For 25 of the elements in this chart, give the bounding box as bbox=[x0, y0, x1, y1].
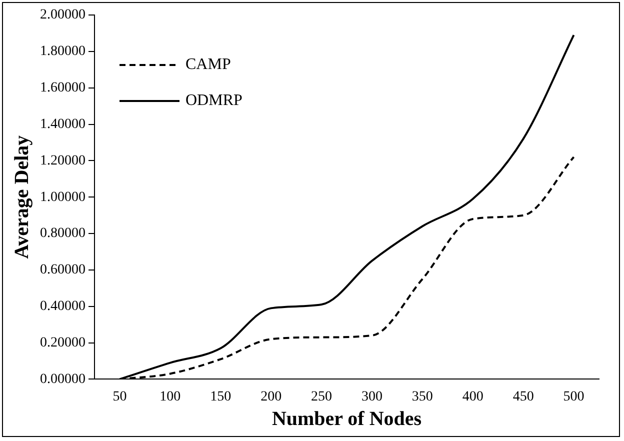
y-tick-label: 1.80000 bbox=[40, 44, 86, 60]
x-tick-label: 300 bbox=[361, 389, 382, 404]
y-tick-label: 0.60000 bbox=[40, 262, 86, 278]
x-tick-label: 450 bbox=[512, 389, 534, 404]
y-tick-label: 1.20000 bbox=[40, 153, 86, 168]
y-tick-label: 0.00000 bbox=[40, 372, 86, 387]
x-tick-label: 350 bbox=[412, 389, 433, 404]
x-tick-label: 250 bbox=[311, 389, 332, 404]
y-tick-label: 2.00000 bbox=[40, 8, 86, 23]
y-tick-label: 1.40000 bbox=[40, 116, 86, 132]
y-tick-label: 0.40000 bbox=[40, 299, 86, 314]
y-tick-label: 1.00000 bbox=[40, 190, 86, 205]
legend-label: CAMP bbox=[186, 56, 231, 74]
y-axis-title: Average Delay bbox=[11, 135, 34, 259]
y-tick-label: 0.80000 bbox=[40, 226, 86, 242]
x-tick-label: 500 bbox=[563, 389, 584, 404]
y-tick-label: 1.60000 bbox=[40, 80, 86, 96]
x-tick-label: 150 bbox=[210, 389, 232, 404]
y-tick-label: 0.20000 bbox=[40, 335, 86, 350]
x-tick-label: 100 bbox=[160, 389, 181, 404]
x-tick-label: 50 bbox=[112, 389, 127, 404]
x-tick-label: 200 bbox=[260, 389, 282, 404]
x-axis-title: Number of Nodes bbox=[272, 408, 422, 430]
x-tick-label: 400 bbox=[462, 389, 484, 404]
legend-label: ODMRP bbox=[186, 92, 243, 110]
